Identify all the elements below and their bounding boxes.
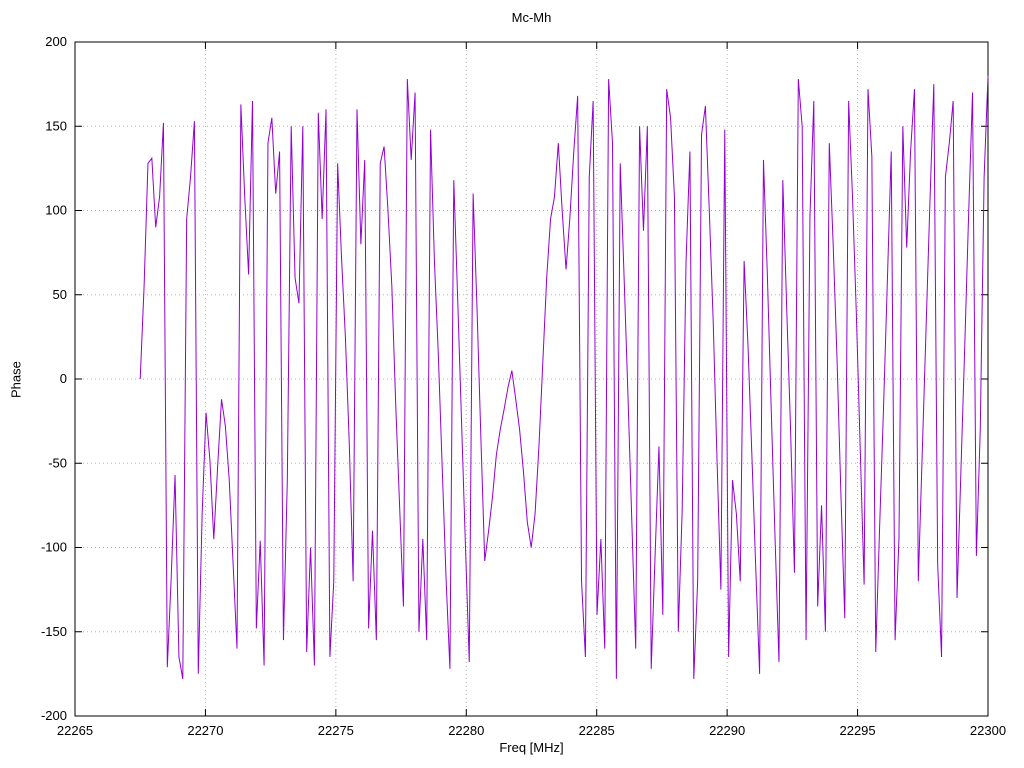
y-axis-label: Phase [8,361,24,399]
y-tick-label: 50 [53,287,67,302]
y-tick-label: 100 [45,203,67,218]
y-tick-label: -100 [41,540,67,555]
y-tick-label: 200 [45,34,67,49]
chart-title: Mc-Mh [511,10,552,25]
y-tick-label: -50 [48,455,67,470]
y-tick-label: 0 [60,371,67,386]
x-tick-label: 22285 [579,723,615,738]
phase-line [139,75,989,680]
y-tick-label: -200 [41,708,67,723]
x-tick-label: 22295 [839,723,875,738]
x-tick-label: 22270 [187,723,223,738]
x-tick-label: 22290 [709,723,745,738]
y-tick-label: -150 [41,624,67,639]
x-axis-label: Freq [MHz] [499,740,564,755]
x-tick-label: 22280 [448,723,484,738]
y-tick-label: 150 [45,118,67,133]
x-tick-label: 22300 [970,723,1006,738]
x-tick-label: 22275 [318,723,354,738]
x-tick-label: 22265 [57,723,93,738]
